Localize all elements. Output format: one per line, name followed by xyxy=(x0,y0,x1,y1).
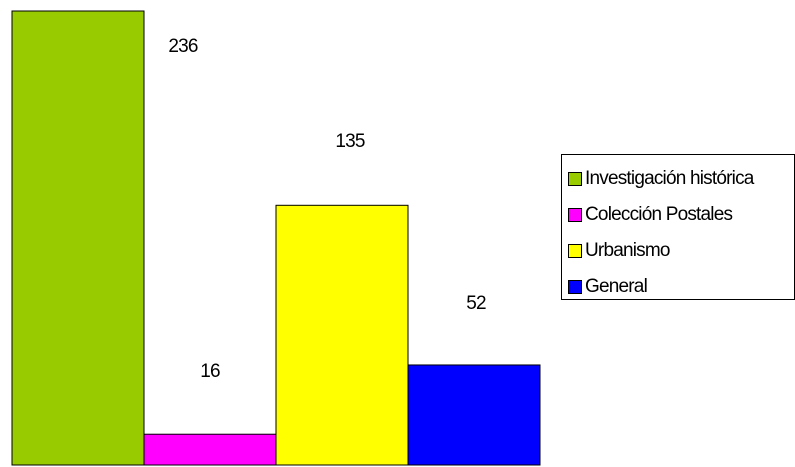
legend-swatch-general xyxy=(568,280,582,294)
data-label-coleccion-postales: 16 xyxy=(200,361,220,382)
legend-label-coleccion-postales: Colección Postales xyxy=(585,204,733,225)
bar-investigacion-historica xyxy=(11,10,145,466)
legend-item-coleccion-postales: Colección Postales xyxy=(568,197,794,233)
legend-label-general: General xyxy=(585,276,648,297)
data-label-investigacion-historica: 236 xyxy=(168,36,198,57)
legend-item-general: General xyxy=(568,269,794,305)
data-label-general: 52 xyxy=(466,293,486,314)
bar-coleccion-postales xyxy=(143,433,277,466)
chart-legend: Investigación histórica Colección Postal… xyxy=(561,154,795,300)
legend-swatch-urbanismo xyxy=(568,244,582,258)
data-label-urbanismo: 135 xyxy=(335,131,365,152)
legend-label-investigacion-historica: Investigación histórica xyxy=(585,168,754,189)
legend-item-urbanismo: Urbanismo xyxy=(568,233,794,269)
legend-swatch-coleccion-postales xyxy=(568,208,582,222)
bar-general xyxy=(407,364,541,466)
legend-swatch-investigacion-historica xyxy=(568,172,582,186)
bar-urbanismo xyxy=(275,204,409,466)
legend-label-urbanismo: Urbanismo xyxy=(585,240,670,261)
legend-item-investigacion-historica: Investigación histórica xyxy=(568,161,794,197)
